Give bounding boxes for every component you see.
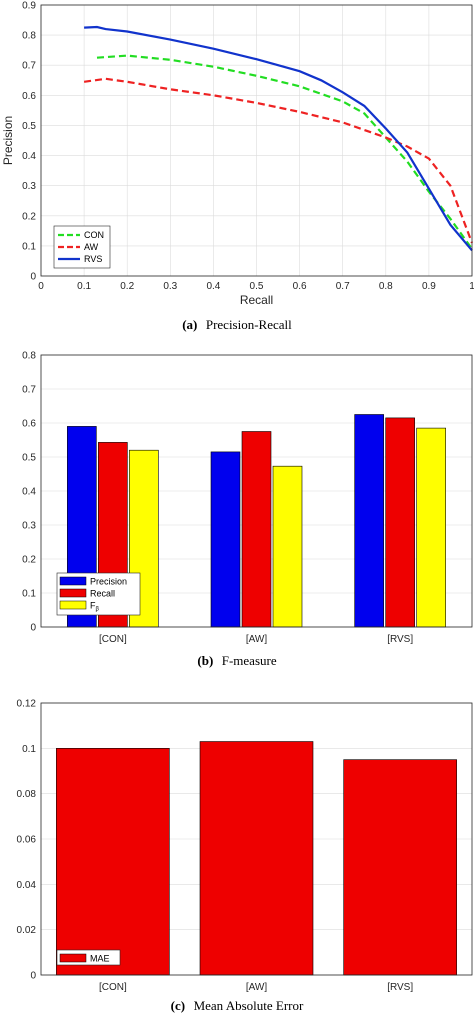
- x-tick-label: [RVS]: [387, 634, 413, 645]
- y-tick-label: 0.5: [22, 453, 36, 464]
- bar-f-rvs: [416, 427, 446, 628]
- y-tick-label: 0: [30, 623, 36, 634]
- bar-recall-rvs: [385, 417, 415, 628]
- caption-letter: (a): [182, 317, 197, 332]
- x-tick-label: 0.8: [379, 281, 393, 292]
- series-lines: [83, 25, 474, 252]
- chart-f-measure: 0 0.1 0.2 0.3 0.4 0.5 0.6 0.7 0.8 [CON] [AW] [RVS]…: [22, 351, 473, 669]
- chart-mae: 00.020.040.060.080.10.12 [CON] [AW] [RVS] …: [17, 699, 473, 1014]
- y-tick-label: 0.9: [22, 1, 36, 12]
- x-tick-label: 0.1: [77, 281, 91, 292]
- x-tick-label: 0.3: [163, 281, 177, 292]
- x-tick-label: [CON]: [99, 634, 127, 645]
- y-tick-label: 0: [30, 272, 36, 283]
- bar-precision-rvs: [354, 414, 384, 628]
- caption-text: F-measure: [222, 653, 277, 668]
- legend-label-mae: MAE: [90, 954, 110, 964]
- bar-mae-con: [56, 748, 170, 976]
- y-ticks: 0 0.02 0.04 0.06 0.08 0.1 0.12: [17, 699, 37, 982]
- bar-mae-rvs: [343, 759, 457, 976]
- y-tick-label: 0.1: [22, 589, 36, 600]
- y-ticks: 0 0.1 0.2 0.3 0.4 0.5 0.6 0.7 0.8: [22, 351, 36, 634]
- bars: [56, 741, 457, 976]
- legend-label-aw: AW: [84, 242, 99, 252]
- x-tick-label: [RVS]: [387, 982, 413, 993]
- x-tick-label: 0.4: [206, 281, 220, 292]
- legend-swatch-mae: [59, 953, 87, 963]
- x-ticks: 0 0.1 0.2 0.3 0.4 0.5 0.6 0.7 0.8 0.9 1: [38, 281, 474, 292]
- caption: (c) Mean Absolute Error: [171, 997, 304, 1014]
- y-tick-label: 0.8: [22, 31, 36, 42]
- y-tick-label: 0.2: [22, 555, 36, 566]
- series-line-aw: [83, 77, 474, 244]
- y-tick-label: 0.1: [22, 744, 36, 755]
- plot-frame: [40, 4, 473, 277]
- y-tick-label: 0.6: [22, 419, 36, 430]
- legend: MAE: [56, 949, 121, 966]
- y-tick-label: 0: [30, 971, 36, 982]
- caption-letter: (c): [171, 998, 185, 1013]
- caption-text: Precision-Recall: [206, 317, 292, 332]
- y-tick-label: 0.02: [17, 925, 37, 936]
- legend-label-recall: Recall: [90, 589, 115, 599]
- legend-label-precision: Precision: [90, 577, 127, 587]
- legend-label-f-main: F: [90, 601, 96, 611]
- legend-label-f-subscript: β: [96, 607, 100, 613]
- y-tick-label: 0.12: [17, 699, 37, 710]
- x-tick-label: 1: [469, 281, 474, 292]
- legend: Precision Recall Fβ: [56, 572, 141, 616]
- x-tick-label: [AW]: [246, 634, 268, 645]
- bars: [67, 414, 446, 628]
- y-tick-label: 0.2: [22, 211, 36, 222]
- x-tick-label: [CON]: [99, 982, 127, 993]
- x-tick-label: 0.6: [293, 281, 307, 292]
- y-axis-label: Precision: [1, 116, 15, 165]
- legend-label-rvs: RVS: [84, 254, 102, 264]
- bar-precision-aw: [210, 451, 241, 628]
- y-tick-label: 0.7: [22, 385, 36, 396]
- legend-label-f: Fβ: [90, 601, 100, 613]
- x-tick-label: [AW]: [246, 982, 268, 993]
- y-tick-label: 0.06: [17, 835, 37, 846]
- caption-text: Mean Absolute Error: [194, 998, 304, 1013]
- legend: CON AW RVS: [53, 225, 111, 269]
- x-tick-label: 0.9: [422, 281, 436, 292]
- legend-swatch-precision: [59, 576, 87, 586]
- plot-frame: [40, 702, 473, 976]
- x-tick-label: 0: [38, 281, 44, 292]
- series-line-con: [96, 54, 473, 250]
- y-tick-label: 0.4: [22, 487, 36, 498]
- x-tick-label: 0.7: [336, 281, 350, 292]
- y-ticks: 0 0.1 0.2 0.3 0.4 0.5 0.6 0.7 0.8 0.9: [22, 1, 36, 283]
- y-tick-label: 0.4: [22, 151, 36, 162]
- y-tick-label: 0.04: [17, 880, 37, 891]
- y-tick-label: 0.1: [22, 241, 36, 252]
- bar-recall-aw: [241, 431, 272, 628]
- caption-letter: (b): [197, 653, 213, 668]
- chart-precision-recall: 0 0.1 0.2 0.3 0.4 0.5 0.6 0.7 0.8 0.9 1 0 0.1 0.2 0.3…: [1, 1, 474, 333]
- legend-swatch-f: [59, 600, 87, 610]
- x-tick-label: 0.2: [120, 281, 134, 292]
- x-ticks: [CON] [AW] [RVS]: [99, 634, 413, 645]
- plot-frame: [40, 354, 473, 628]
- y-tick-label: 0.3: [22, 181, 36, 192]
- x-axis-label: Recall: [240, 293, 273, 307]
- x-ticks: [CON] [AW] [RVS]: [99, 982, 413, 993]
- bar-f-aw: [272, 465, 303, 628]
- y-tick-label: 0.08: [17, 789, 37, 800]
- y-tick-label: 0.3: [22, 521, 36, 532]
- y-tick-label: 0.7: [22, 61, 36, 72]
- x-tick-label: 0.5: [250, 281, 264, 292]
- y-tick-label: 0.8: [22, 351, 36, 362]
- legend-label-con: CON: [84, 230, 104, 240]
- caption: (b) F-measure: [197, 652, 276, 669]
- y-tick-label: 0.6: [22, 91, 36, 102]
- caption: (a) Precision-Recall: [182, 316, 292, 333]
- legend-swatch-recall: [59, 588, 87, 598]
- y-tick-label: 0.5: [22, 121, 36, 132]
- series-line-rvs: [84, 25, 473, 252]
- bar-mae-aw: [199, 741, 314, 976]
